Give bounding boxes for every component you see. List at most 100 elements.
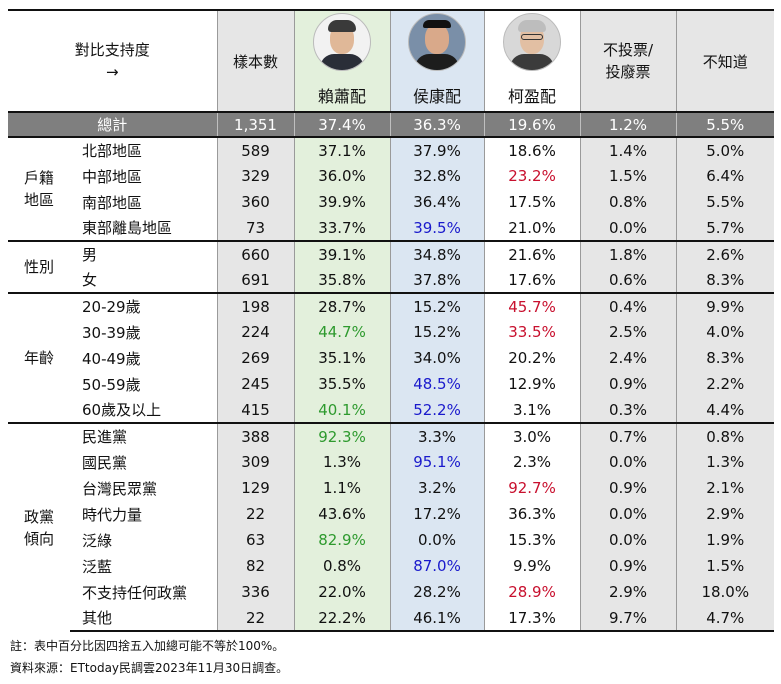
value-cell-no-vote: 0.0% bbox=[579, 501, 677, 527]
row-label: 50-59歲 bbox=[82, 375, 141, 394]
value-cell-dont-know: 2.9% bbox=[675, 501, 775, 527]
value-cell-dont-know: 4.4% bbox=[675, 397, 775, 424]
footnote: 註：表中百分比因四捨五入加總可能不等於100%。 bbox=[10, 639, 285, 653]
value-cell-lai: 0.8% bbox=[293, 553, 391, 579]
row-label: 女 bbox=[70, 267, 218, 294]
header-title: 對比支持度 → bbox=[8, 9, 218, 113]
value-cell-no-vote: 0.3% bbox=[579, 397, 677, 424]
value-cell-ko: 21.0% bbox=[483, 215, 581, 242]
value-cell-hou: 52.2% bbox=[389, 397, 485, 424]
row-label: 時代力量 bbox=[82, 505, 143, 524]
total-row: 總計 1,351 37.4% 36.3% 19.6% 1.2% 5.5% bbox=[8, 112, 775, 138]
value-cell-lai: 92.3% bbox=[293, 422, 391, 449]
group-label-line2: 地區 bbox=[23, 191, 54, 209]
value-cell-lai: 28.7% bbox=[293, 292, 391, 319]
group-label-line1: 戶籍 bbox=[23, 169, 54, 187]
value-cell-lai: 39.1% bbox=[293, 240, 391, 267]
table-row: 其他 22 22.2% 46.1% 17.3% 9.7% 4.7% bbox=[8, 605, 775, 632]
value-cell-no-vote: 0.0% bbox=[579, 449, 677, 475]
row-label: 30-39歲 bbox=[82, 323, 141, 342]
table-row: 40-49歲 269 35.1% 34.0% 20.2% 2.4% 8.3% bbox=[8, 345, 775, 371]
value-cell-no-vote: 0.0% bbox=[579, 215, 677, 242]
value-cell-dont-know: 4.0% bbox=[675, 319, 775, 345]
header-arrow: → bbox=[105, 63, 119, 81]
value-cell-lai: 35.8% bbox=[293, 267, 391, 294]
sample-size-cell: 73 bbox=[216, 215, 295, 242]
row-label: 20-29歲 bbox=[70, 292, 218, 319]
table-row: 時代力量 22 43.6% 17.2% 36.3% 0.0% 2.9% bbox=[8, 501, 775, 527]
sample-size-cell: 63 bbox=[216, 527, 295, 553]
candidate-lai-avatar-icon bbox=[313, 13, 372, 71]
total-value-dont-know: 5.5% bbox=[675, 112, 775, 138]
value-cell-lai: 33.7% bbox=[293, 215, 391, 242]
value-cell-ko: 92.7% bbox=[483, 475, 581, 501]
row-label: 不支持任何政黨 bbox=[82, 583, 188, 602]
group-label-line1: 年齡 bbox=[23, 349, 54, 367]
header-sample: 樣本數 bbox=[216, 9, 295, 113]
value-cell-ko: 18.6% bbox=[483, 136, 581, 163]
total-value-no-vote: 1.2% bbox=[579, 112, 677, 138]
value-cell-ko: 9.9% bbox=[483, 553, 581, 579]
candidate-lai-name: 賴蕭配 bbox=[318, 87, 367, 106]
value-cell-no-vote: 0.9% bbox=[579, 371, 677, 397]
value-cell-hou: 34.0% bbox=[389, 345, 485, 371]
value-cell-dont-know: 4.7% bbox=[675, 605, 775, 632]
value-cell-hou: 0.0% bbox=[389, 527, 485, 553]
total-value-lai: 37.4% bbox=[293, 112, 391, 138]
row-label: 中部地區 bbox=[82, 167, 143, 186]
value-cell-hou: 46.1% bbox=[389, 605, 485, 632]
table-row: 東部離島地區 73 33.7% 39.5% 21.0% 0.0% 5.7% bbox=[8, 215, 775, 242]
value-cell-hou: 36.4% bbox=[389, 189, 485, 215]
header-no-vote-line1: 不投票/ bbox=[602, 41, 654, 59]
candidate-ko-name: 柯盈配 bbox=[508, 87, 557, 106]
sample-size-cell: 360 bbox=[216, 189, 295, 215]
sample-size-cell: 224 bbox=[216, 319, 295, 345]
value-cell-lai: 1.3% bbox=[293, 449, 391, 475]
value-cell-dont-know: 1.9% bbox=[675, 527, 775, 553]
group-label-line2: 傾向 bbox=[23, 529, 54, 548]
value-cell-lai: 39.9% bbox=[293, 189, 391, 215]
value-cell-lai: 35.1% bbox=[293, 345, 391, 371]
value-cell-no-vote: 9.7% bbox=[579, 605, 677, 632]
value-cell-no-vote: 1.5% bbox=[579, 163, 677, 189]
value-cell-lai: 40.1% bbox=[293, 397, 391, 424]
value-cell-dont-know: 6.4% bbox=[675, 163, 775, 189]
value-cell-hou: 37.9% bbox=[389, 136, 485, 163]
value-cell-ko: 17.6% bbox=[483, 267, 581, 294]
value-cell-lai: 43.6% bbox=[293, 501, 391, 527]
value-cell-hou: 39.5% bbox=[389, 215, 485, 242]
value-cell-ko: 17.5% bbox=[483, 189, 581, 215]
value-cell-lai: 35.5% bbox=[293, 371, 391, 397]
group-label: 年齡 bbox=[8, 292, 70, 423]
table-row: 南部地區 360 39.9% 36.4% 17.5% 0.8% 5.5% bbox=[8, 189, 775, 215]
sample-size-cell: 129 bbox=[216, 475, 295, 501]
row-label: 民進黨 bbox=[70, 422, 218, 449]
value-cell-lai: 1.1% bbox=[293, 475, 391, 501]
value-cell-no-vote: 1.8% bbox=[579, 240, 677, 267]
sample-size-cell: 388 bbox=[216, 422, 295, 449]
table-row: 國民黨 309 1.3% 95.1% 2.3% 0.0% 1.3% bbox=[8, 449, 775, 475]
table-row: 泛藍 82 0.8% 87.0% 9.9% 0.9% 1.5% bbox=[8, 553, 775, 579]
table-row: 30-39歲 224 44.7% 15.2% 33.5% 2.5% 4.0% bbox=[8, 319, 775, 345]
value-cell-ko: 2.3% bbox=[483, 449, 581, 475]
poll-table: 對比支持度 → 樣本數 賴蕭配 侯康配 柯盈配 bbox=[8, 9, 775, 632]
value-cell-dont-know: 2.2% bbox=[675, 371, 775, 397]
table-row: 政黨 傾向 民進黨 388 92.3% 3.3% 3.0% 0.7% 0.8% bbox=[8, 422, 775, 631]
sample-size-cell: 82 bbox=[216, 553, 295, 579]
value-cell-no-vote: 1.4% bbox=[579, 136, 677, 163]
header-no-vote: 不投票/ 投廢票 bbox=[579, 9, 677, 113]
header-candidate-hou: 侯康配 bbox=[389, 9, 485, 113]
value-cell-ko: 3.1% bbox=[483, 397, 581, 424]
value-cell-ko: 21.6% bbox=[483, 240, 581, 267]
value-cell-hou: 34.8% bbox=[389, 240, 485, 267]
value-cell-hou: 15.2% bbox=[389, 292, 485, 319]
row-label: 40-49歲 bbox=[82, 349, 141, 368]
value-cell-no-vote: 2.4% bbox=[579, 345, 677, 371]
value-cell-dont-know: 1.5% bbox=[675, 553, 775, 579]
value-cell-ko: 28.9% bbox=[483, 579, 581, 605]
group-label-line1: 政黨 bbox=[23, 507, 54, 526]
sample-size-cell: 198 bbox=[216, 292, 295, 319]
value-cell-no-vote: 0.9% bbox=[579, 475, 677, 501]
table-row: 年齡 20-29歲 198 28.7% 15.2% 45.7% 0.4% 9.9% bbox=[8, 292, 775, 423]
sample-size-cell: 660 bbox=[216, 240, 295, 267]
